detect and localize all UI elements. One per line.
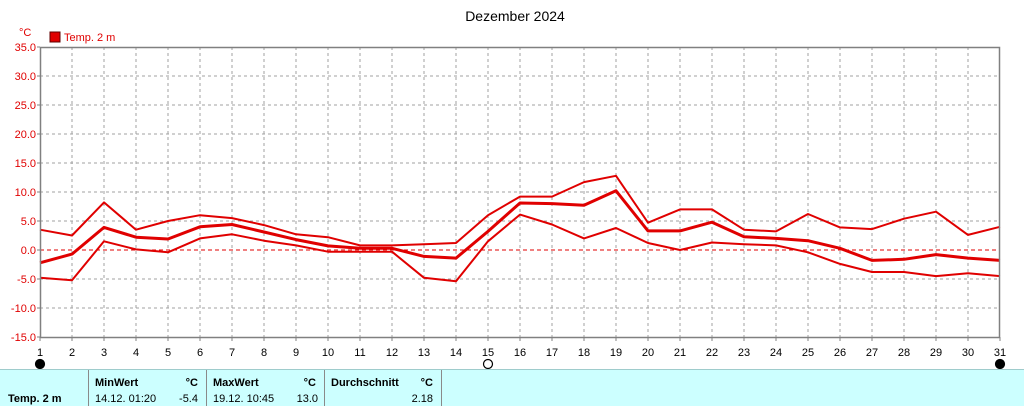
max-date: 19.12. 10:45 <box>213 393 275 405</box>
y-axis-unit: °C <box>19 27 31 39</box>
x-tick-label: 9 <box>293 347 299 359</box>
x-tick-label: 7 <box>229 347 235 359</box>
x-tick-label: 19 <box>610 347 622 359</box>
chart-title: Dezember 2024 <box>465 8 565 24</box>
x-tick-label: 23 <box>738 347 750 359</box>
y-tick-label: 5.0 <box>21 216 36 228</box>
x-tick-label: 21 <box>674 347 686 359</box>
x-tick-label: 24 <box>770 347 782 359</box>
y-tick-labels: 35.0 30.0 25.0 20.0 15.0 10.0 5.0 0.0 -5.0 -10.0 -… <box>11 42 40 344</box>
x-tick-label: 18 <box>578 347 590 359</box>
min-value: -5.4 <box>179 393 198 405</box>
footer-min-cell: MinWert °C 14.12. 01:20 -5.4 <box>88 370 206 406</box>
legend-swatch <box>49 31 61 43</box>
x-tick-label: 25 <box>802 347 814 359</box>
x-tick-label: 13 <box>418 347 430 359</box>
y-tick-label: -10.0 <box>11 303 36 315</box>
x-tick-label: 27 <box>866 347 878 359</box>
x-tick-label: 30 <box>962 347 974 359</box>
footer-max-cell: MaxWert °C 19.12. 10:45 13.0 <box>206 370 324 406</box>
full-moon-icon <box>482 358 494 369</box>
x-tick-label: 6 <box>197 347 203 359</box>
y-tick-label: 25.0 <box>15 100 36 112</box>
min-title: MinWert <box>95 377 139 389</box>
max-title: MaxWert <box>213 377 259 389</box>
y-tick-label: 30.0 <box>15 71 36 83</box>
x-tick-label: 14 <box>450 347 462 359</box>
series-line-min <box>39 213 1001 283</box>
footer-series-label: Temp. 2 m <box>8 393 62 405</box>
series-lines <box>39 174 1001 283</box>
y-tick-label: 10.0 <box>15 187 36 199</box>
x-tick-label: 15 <box>482 347 494 359</box>
x-tick-label: 3 <box>101 347 107 359</box>
y-tick-label: 0.0 <box>21 245 36 257</box>
x-tick-label: 31 <box>994 347 1006 359</box>
min-unit: °C <box>185 377 198 389</box>
new-moon-icon <box>34 358 46 369</box>
new-moon-icon <box>994 358 1006 369</box>
x-tick-label: 26 <box>834 347 846 359</box>
footer-avg-cell: Durchschnitt °C 2.18 <box>324 370 442 406</box>
x-tick-label: 12 <box>386 347 398 359</box>
legend-label: Temp. 2 m <box>64 32 115 44</box>
max-unit: °C <box>303 377 316 389</box>
y-tick-label: 20.0 <box>15 129 36 141</box>
temperature-chart: Dezember 2024 °C Temp. 2 m 35.030.025.02… <box>11 8 1006 369</box>
avg-unit: °C <box>420 377 433 389</box>
min-date: 14.12. 01:20 <box>95 393 157 405</box>
x-tick-label: 8 <box>261 347 267 359</box>
series-line-max <box>39 174 1001 247</box>
max-value: 13.0 <box>296 393 318 405</box>
footer-label-cell: Temp. 2 m <box>0 370 88 406</box>
y-tick-label: 15.0 <box>15 158 36 170</box>
avg-value: 2.18 <box>411 393 433 405</box>
x-tick-label: 1 <box>37 347 43 359</box>
avg-title: Durchschnitt <box>331 377 399 389</box>
series-line-mean <box>39 189 1001 265</box>
y-tick-label: -15.0 <box>11 332 36 344</box>
y-tick-label: 35.0 <box>15 42 36 54</box>
y-tick-label: -5.0 <box>17 274 36 286</box>
plot-frame <box>39 46 1001 339</box>
x-tick-label: 11 <box>354 347 365 359</box>
x-tick-label: 4 <box>133 347 139 359</box>
x-tick-labels: 1 2 3 4 5 6 7 8 9 10 11 12 13 14 15 16 17 18 19 20 21 22 23 24 2… <box>37 337 1006 359</box>
x-tick-label: 10 <box>322 347 334 359</box>
x-tick-label: 16 <box>514 347 526 359</box>
x-tick-label: 17 <box>546 347 558 359</box>
stats-footer: Temp. 2 m MinWert °C 14.12. 01:20 -5.4 M… <box>0 369 1024 406</box>
x-tick-label: 20 <box>642 347 654 359</box>
x-tick-label: 29 <box>930 347 942 359</box>
x-tick-label: 22 <box>706 347 718 359</box>
x-tick-label: 28 <box>898 347 910 359</box>
grid <box>40 47 1000 337</box>
x-tick-label: 5 <box>165 347 171 359</box>
moon-phases <box>34 358 1006 369</box>
x-tick-label: 2 <box>69 347 75 359</box>
